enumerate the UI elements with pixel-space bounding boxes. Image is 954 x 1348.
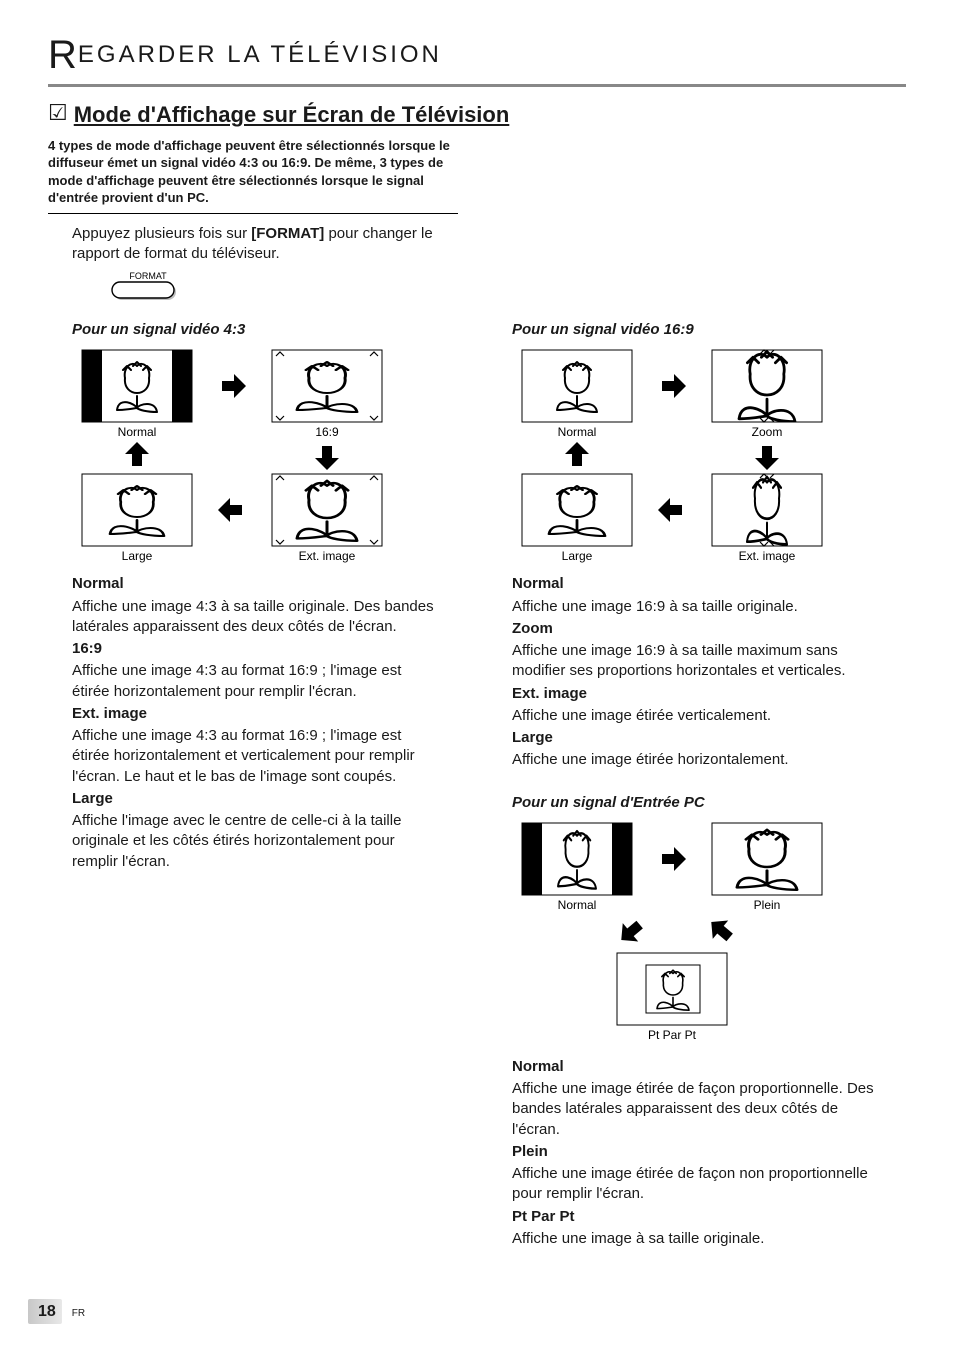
lbl-pc-plein: Plein: [754, 898, 781, 912]
heading-pc: Pour un signal d'Entrée PC: [512, 793, 874, 813]
section-intro: 4 types de mode d'affichage peuvent être…: [48, 137, 458, 207]
lbl-pc-ptpt: Pt Par Pt: [648, 1028, 697, 1042]
lbl-169-normal: Normal: [558, 425, 597, 439]
lbl-pc-normal: Normal: [558, 898, 597, 912]
lbl-169-zoom: Zoom: [752, 425, 783, 439]
diagram-pc: Normal Plein Pt Par Pt: [512, 819, 898, 1049]
col-16-9: Pour un signal vidéo 16:9 Normal Zoom La…: [488, 314, 898, 1251]
defs-16-9: Normal Affiche une image 16:9 à sa taill…: [512, 574, 874, 770]
lbl-43-169: 16:9: [315, 425, 339, 439]
page-lang: FR: [72, 1308, 85, 1319]
heading-16-9: Pour un signal vidéo 16:9: [512, 320, 874, 340]
section-title: Mode d'Affichage sur Écran de Télévision: [74, 101, 510, 129]
lbl-43-ext: Ext. image: [299, 549, 356, 563]
page-number: 18: [28, 1299, 62, 1324]
heading-4-3: Pour un signal vidéo 4:3: [72, 320, 434, 340]
section-title-row: ☑ Mode d'Affichage sur Écran de Télévisi…: [48, 101, 906, 129]
checkbox-icon: ☑: [48, 101, 68, 125]
format-button-graphic: FORMAT: [108, 270, 906, 304]
header-rest: EGARDER LA TÉLÉVISION: [78, 41, 442, 68]
header-rule: [48, 84, 906, 87]
lbl-169-ext: Ext. image: [739, 549, 796, 563]
col-4-3: Pour un signal vidéo 4:3 Normal: [48, 314, 458, 1251]
header-initial: R: [48, 33, 78, 77]
format-label: FORMAT: [129, 271, 167, 281]
diagram-16-9: Normal Zoom Large Ex: [512, 346, 898, 566]
lbl-169-large: Large: [562, 549, 593, 563]
page-footer: 18 FR: [28, 1299, 85, 1324]
page-header: REGARDER LA TÉLÉVISION: [48, 28, 906, 82]
diagram-4-3: Normal 16:9 Large Ext. image: [72, 346, 458, 566]
defs-pc: Normal Affiche une image étirée de façon…: [512, 1057, 874, 1249]
lbl-43-normal: Normal: [118, 425, 157, 439]
lbl-43-large: Large: [122, 549, 153, 563]
instruction-text: Appuyez plusieurs fois sur [FORMAT] pour…: [72, 224, 482, 265]
intro-rule: [48, 213, 458, 214]
defs-4-3: Normal Affiche une image 4:3 à sa taille…: [72, 574, 434, 872]
